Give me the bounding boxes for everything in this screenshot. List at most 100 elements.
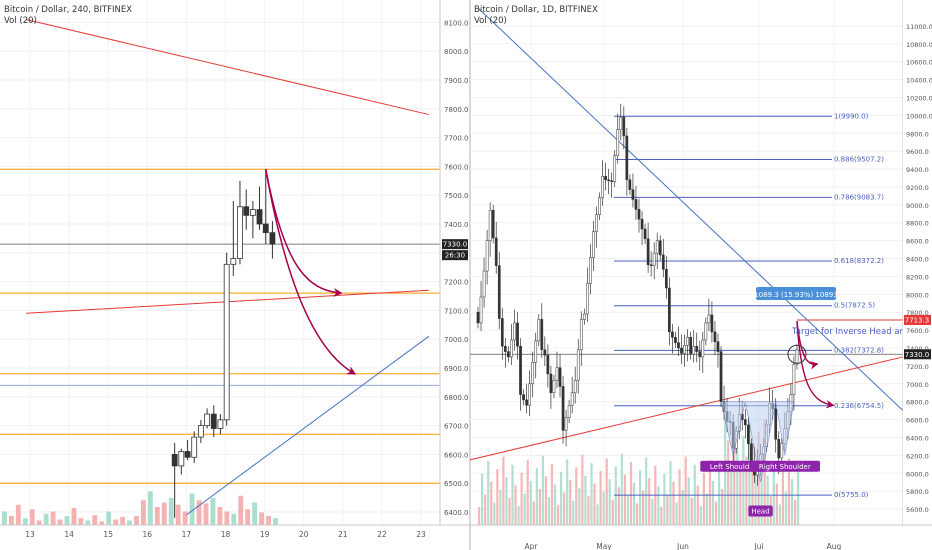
- left-volume-bar: [57, 519, 63, 525]
- fib-level-label: 0.786(9083.7): [834, 193, 884, 201]
- right-candle-body: [497, 265, 501, 319]
- right-y-tick-label: 8000.0: [906, 291, 929, 299]
- right-volume-bar: [553, 484, 557, 525]
- right-candle-body: [622, 116, 626, 137]
- right-candle-body: [570, 392, 574, 406]
- left-volume-bar: [106, 511, 112, 525]
- left-chart-title: Bitcoin / Dollar, 240, BITFINEX: [4, 5, 132, 15]
- left-projection-arrow: [265, 169, 357, 375]
- right-volume-bar: [544, 476, 548, 525]
- right-candle-body: [710, 314, 714, 333]
- left-volume-bar: [22, 518, 28, 525]
- right-volume-bar: [575, 467, 578, 525]
- left-y-tick-label: 7400.0: [444, 221, 469, 229]
- left-time-axis: 13 14 15 16 17 18 19 20 21 22 23: [25, 530, 426, 539]
- left-candle-body: [237, 206, 243, 259]
- right-x-tick-label: Aug: [827, 542, 842, 550]
- right-volume-bar: [596, 504, 599, 525]
- right-candle-body: [510, 339, 513, 358]
- right-volume-bar: [541, 455, 544, 525]
- left-x-tick-label: 15: [103, 530, 113, 539]
- right-volume-bar: [724, 419, 727, 525]
- left-trendline: [186, 335, 430, 516]
- right-volume-bar: [781, 471, 784, 525]
- right-volume-bar: [708, 460, 712, 525]
- right-volume-bar: [796, 466, 800, 525]
- right-volume-bar: [523, 493, 526, 525]
- right-x-tick-label: Apr: [525, 542, 539, 550]
- left-candle-body: [184, 451, 191, 458]
- right-candle-body: [586, 283, 589, 315]
- right-candle-body: [579, 319, 583, 351]
- right-candle-body: [774, 408, 778, 440]
- left-y-tick-label: 6600.0: [444, 451, 469, 459]
- right-volume-bar: [793, 499, 797, 525]
- right-volume-bar: [529, 480, 532, 525]
- right-candle-body: [589, 257, 592, 284]
- target-annotation: Target for Inverse Head and Sh: [791, 327, 924, 337]
- right-volume-bar: [717, 468, 721, 525]
- right-candle-body: [503, 345, 507, 352]
- right-y-tick-label: 9200.0: [906, 184, 929, 192]
- pattern-label: Left Shoulder: [710, 463, 757, 471]
- right-volume-bar: [620, 453, 623, 525]
- right-volume-bar: [587, 496, 590, 525]
- right-volume-bar: [599, 471, 602, 525]
- right-candle-body: [604, 175, 607, 181]
- right-volume-bar: [760, 452, 763, 525]
- right-candle-body: [643, 228, 647, 240]
- right-volume-bar: [629, 462, 633, 525]
- left-volume-bar: [141, 500, 146, 525]
- right-candle-body: [631, 189, 635, 200]
- right-volume-bar: [711, 480, 715, 525]
- right-candle-body: [537, 319, 541, 342]
- right-volume-bar: [623, 474, 627, 525]
- left-x-tick-label: 18: [221, 530, 231, 539]
- right-candle-body: [540, 319, 544, 351]
- pattern-label: Right Shoulder: [759, 463, 811, 471]
- right-volume-bar: [751, 444, 754, 525]
- left-y-tick-label: 8000.0: [444, 48, 469, 56]
- right-volume-bar: [626, 495, 630, 525]
- right-volume-bar: [490, 481, 493, 525]
- right-volume-bar: [663, 473, 666, 525]
- right-y-tick-label: 10400.0: [906, 77, 932, 85]
- right-y-tick-label: 11000.0: [906, 23, 932, 31]
- left-candle-body: [197, 425, 204, 438]
- right-volume-bar: [739, 469, 742, 525]
- left-last-price-label: 7330.0: [443, 241, 468, 249]
- left-volume-bar: [252, 502, 258, 525]
- right-x-tick-label: May: [596, 542, 612, 550]
- right-candle-body: [567, 405, 571, 419]
- left-volume-bar: [196, 500, 202, 525]
- right-candle-body: [652, 252, 656, 266]
- right-candle-body: [695, 345, 699, 352]
- right-candle-body: [525, 399, 528, 406]
- right-volume-bar: [742, 435, 745, 525]
- right-candle-body: [491, 209, 495, 239]
- right-y-tick-label: 6000.0: [906, 470, 929, 478]
- right-x-tick-label: Jun: [676, 542, 689, 550]
- right-candle-body: [646, 238, 650, 266]
- left-candle-body: [243, 206, 250, 216]
- pattern-shape: [720, 401, 795, 483]
- left-x-tick-label: 14: [64, 530, 74, 539]
- right-volume-bar: [484, 494, 487, 525]
- right-y-tick-label: 6400.0: [906, 434, 929, 442]
- right-y-tick-label: 7000.0: [906, 381, 929, 389]
- right-volume-bar: [705, 493, 709, 525]
- left-volume-bar: [203, 503, 209, 525]
- right-projection-arrow: [796, 321, 835, 409]
- fib-level-label: 1(9990.0): [834, 112, 869, 120]
- right-candle-body: [522, 394, 525, 401]
- left-y-tick-label: 7700.0: [444, 135, 469, 143]
- right-volume-bar: [727, 440, 730, 525]
- right-volume-bar: [784, 491, 788, 525]
- right-candle-body: [564, 417, 568, 431]
- right-y-tick-label: 7600.0: [906, 327, 929, 335]
- right-volume-bar: [499, 489, 502, 525]
- right-volume-bar: [714, 501, 718, 525]
- right-y-tick-label: 6600.0: [906, 417, 929, 425]
- right-axis-background: [903, 0, 932, 550]
- left-volume-bar: [113, 519, 119, 525]
